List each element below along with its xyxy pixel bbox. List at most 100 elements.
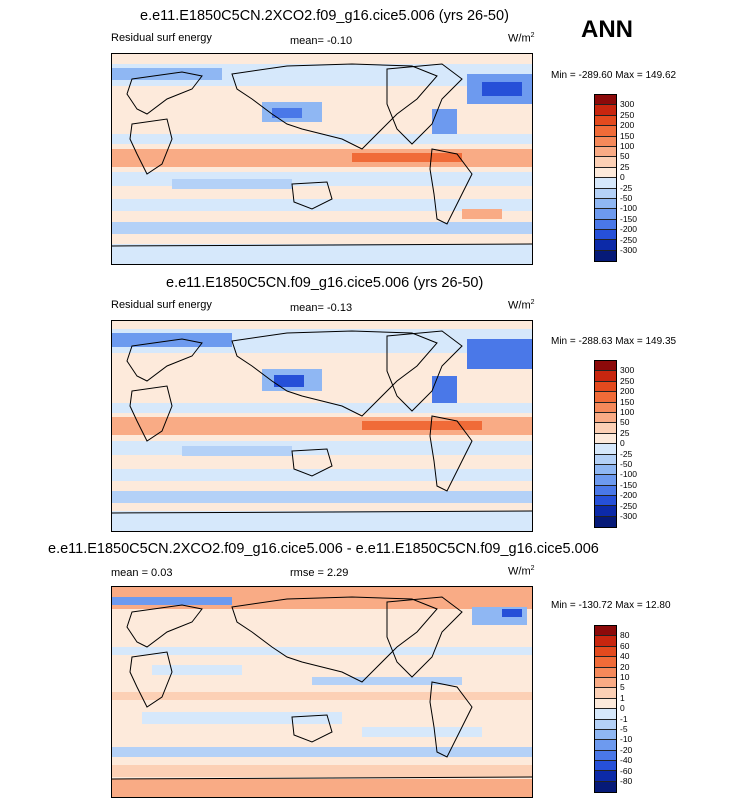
colorbar-swatch bbox=[595, 198, 616, 210]
colorbar-tick-label: 40 bbox=[620, 651, 630, 662]
colorbar-swatch bbox=[595, 361, 616, 372]
colorbar-tick-label: 0 bbox=[620, 172, 625, 183]
colorbar-tick-label: 50 bbox=[620, 151, 630, 162]
panel-1-title: e.e11.E1850C5CN.2XCO2.f09_g16.cice5.006 … bbox=[140, 8, 509, 24]
colorbar-tick-label: -40 bbox=[620, 755, 633, 766]
colorbar-tick-label: 5 bbox=[620, 682, 625, 693]
colorbar-tick-label: 100 bbox=[620, 407, 635, 417]
colorbar-tick-label: -250 bbox=[620, 234, 638, 245]
panel-1-map-svg bbox=[112, 54, 532, 264]
colorbar-tick-label: -50 bbox=[620, 193, 633, 203]
panel-2-map bbox=[111, 320, 533, 532]
colorbar-tick-label: -100 bbox=[620, 203, 638, 214]
colorbar-swatch bbox=[595, 506, 616, 517]
colorbar-swatch bbox=[595, 719, 616, 730]
panel-2-mean-label: mean= -0.13 bbox=[290, 302, 353, 314]
colorbar-swatch bbox=[595, 496, 616, 507]
colorbar-swatch bbox=[595, 157, 616, 168]
colorbar-tick-label: 250 bbox=[620, 375, 635, 386]
colorbar-tick-label: -25 bbox=[620, 448, 633, 459]
panel-2-colorbar bbox=[594, 360, 617, 529]
colorbar-tick-label: -200 bbox=[620, 490, 638, 501]
colorbar-tick-label: -25 bbox=[620, 182, 633, 193]
colorbar-tick-label: -150 bbox=[620, 213, 638, 224]
colorbar-swatch bbox=[595, 740, 616, 751]
colorbar-tick-label: 1 bbox=[620, 692, 625, 703]
panel-2-minmax: Min = -288.63 Max = 149.35 bbox=[551, 336, 677, 347]
panel-3-rmse-label: rmse = 2.29 bbox=[290, 567, 349, 579]
panel-2-title: e.e11.E1850C5CN.f09_g16.cice5.006 (yrs 2… bbox=[166, 275, 484, 291]
panel-1-variable-label: Residual surf energy bbox=[111, 32, 212, 44]
colorbar-swatch bbox=[595, 412, 616, 424]
colorbar-swatch bbox=[595, 105, 616, 116]
colorbar-tick-label: 25 bbox=[620, 161, 630, 172]
colorbar-swatch bbox=[595, 677, 616, 689]
panel-1-units-exp: 2 bbox=[530, 32, 535, 39]
colorbar-tick-label: 150 bbox=[620, 130, 635, 141]
colorbar-tick-label: -80 bbox=[620, 776, 633, 786]
colorbar-swatch bbox=[595, 709, 616, 720]
colorbar-tick-label: 200 bbox=[620, 386, 635, 397]
colorbar-swatch bbox=[595, 402, 616, 413]
panel-2-map-svg bbox=[112, 321, 532, 531]
colorbar-swatch bbox=[595, 126, 616, 137]
panel-2-variable-label: Residual surf energy bbox=[111, 299, 212, 311]
colorbar-swatch bbox=[595, 188, 616, 199]
colorbar-tick-label: -150 bbox=[620, 479, 638, 490]
colorbar-tick-label: 20 bbox=[620, 661, 630, 672]
colorbar-tick-label: 300 bbox=[620, 99, 635, 110]
panel-2-units-exp: 2 bbox=[530, 299, 535, 306]
colorbar-swatch bbox=[595, 626, 616, 637]
colorbar-swatch bbox=[595, 423, 616, 434]
panel-1-units-base: W/m bbox=[508, 32, 531, 45]
colorbar-swatch bbox=[595, 136, 616, 147]
colorbar-tick-label: 0 bbox=[620, 438, 625, 449]
panel-3-units-base: W/m bbox=[508, 565, 531, 578]
panel-1-units: W/m2 bbox=[508, 32, 535, 45]
colorbar-tick-label: -60 bbox=[620, 765, 633, 776]
colorbar-tick-label: -10 bbox=[620, 734, 633, 745]
panel-3-map bbox=[111, 586, 533, 798]
colorbar-swatch bbox=[595, 146, 616, 158]
colorbar-tick-label: 200 bbox=[620, 120, 635, 131]
colorbar-tick-label: 250 bbox=[620, 109, 635, 120]
colorbar-swatch bbox=[595, 115, 616, 127]
colorbar-tick-label: -250 bbox=[620, 500, 638, 511]
colorbar-swatch bbox=[595, 688, 616, 699]
colorbar-tick-label: -100 bbox=[620, 469, 638, 480]
colorbar-swatch bbox=[595, 698, 616, 710]
panel-1-mean-label: mean= -0.10 bbox=[290, 35, 353, 47]
colorbar-tick-label: -300 bbox=[620, 245, 638, 255]
colorbar-swatch bbox=[595, 240, 616, 251]
colorbar-tick-label: -20 bbox=[620, 744, 633, 755]
panel-3-mean-label: mean = 0.03 bbox=[111, 567, 173, 579]
colorbar-swatch bbox=[595, 636, 616, 647]
colorbar-swatch bbox=[595, 464, 616, 476]
panel-3-title: e.e11.E1850C5CN.2XCO2.f09_g16.cice5.006 … bbox=[48, 541, 599, 557]
panel-1-map bbox=[111, 53, 533, 265]
colorbar-tick-label: 50 bbox=[620, 417, 630, 428]
colorbar-tick-label: -50 bbox=[620, 459, 633, 469]
panel-2-units-base: W/m bbox=[508, 299, 531, 312]
colorbar-swatch bbox=[595, 750, 616, 762]
colorbar-tick-label: -1 bbox=[620, 713, 628, 724]
colorbar-tick-label: -300 bbox=[620, 511, 638, 521]
colorbar-tick-label: 150 bbox=[620, 396, 635, 407]
colorbar-swatch bbox=[595, 178, 616, 189]
panel-1-minmax: Min = -289.60 Max = 149.62 bbox=[551, 70, 677, 81]
panel-3-units: W/m2 bbox=[508, 565, 535, 578]
colorbar-swatch bbox=[595, 729, 616, 741]
colorbar-tick-label: 10 bbox=[620, 672, 630, 682]
colorbar-swatch bbox=[595, 657, 616, 668]
panel-1-colorbar bbox=[594, 94, 617, 263]
colorbar-swatch bbox=[595, 95, 616, 106]
colorbar-swatch bbox=[595, 475, 616, 486]
colorbar-swatch bbox=[595, 219, 616, 231]
colorbar-swatch bbox=[595, 781, 616, 793]
colorbar-tick-label: 25 bbox=[620, 427, 630, 438]
colorbar-tick-label: 0 bbox=[620, 703, 625, 714]
colorbar-swatch bbox=[595, 167, 616, 179]
panel-3-units-exp: 2 bbox=[530, 565, 535, 572]
colorbar-swatch bbox=[595, 250, 616, 262]
colorbar-tick-label: 100 bbox=[620, 141, 635, 151]
